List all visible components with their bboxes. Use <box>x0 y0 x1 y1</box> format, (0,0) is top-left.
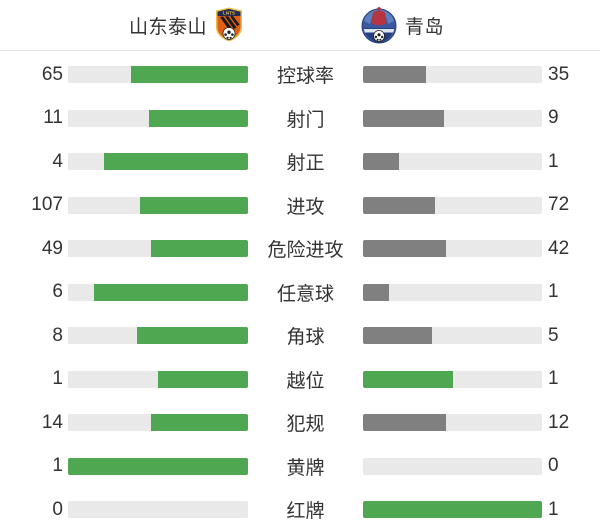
home-value: 4 <box>52 150 63 172</box>
away-bar-track <box>363 457 542 475</box>
stat-row: 65 控球率 35 <box>0 53 600 97</box>
shandong-taishan-crest-icon: LNTS <box>216 7 242 42</box>
stat-label: 射门 <box>286 109 325 131</box>
stat-label: 角球 <box>286 327 325 349</box>
match-header: 山东泰山 LNTS <box>0 0 600 50</box>
stat-row: 14 犯规 12 <box>0 401 600 445</box>
home-bar-fill <box>151 240 248 258</box>
home-team-name: 山东泰山 <box>128 16 207 38</box>
stat-label: 黄牌 <box>286 457 325 479</box>
away-value: 1 <box>548 150 559 172</box>
away-bar-track <box>363 240 542 258</box>
away-value: 0 <box>548 455 559 477</box>
home-value: 11 <box>43 107 63 129</box>
home-value: 1 <box>52 368 63 390</box>
away-team: 青岛 <box>360 0 444 50</box>
away-bar-fill <box>363 370 453 388</box>
away-bar-fill <box>363 196 435 214</box>
stat-label: 危险进攻 <box>267 240 344 262</box>
away-value: 9 <box>548 107 559 129</box>
home-bar-track <box>68 66 248 84</box>
stat-row: 6 任意球 1 <box>0 271 600 315</box>
stat-row: 0 红牌 1 <box>0 488 600 532</box>
home-bar-track <box>68 109 248 127</box>
home-value: 0 <box>52 498 63 520</box>
stat-label: 红牌 <box>286 501 325 523</box>
away-bar-fill <box>363 66 426 84</box>
stat-label: 越位 <box>286 370 325 392</box>
away-bar-fill <box>363 501 542 519</box>
home-bar-track <box>68 327 248 345</box>
svg-text:LNTS: LNTS <box>223 11 235 16</box>
home-bar-track <box>68 457 248 475</box>
stat-row: 107 进攻 72 <box>0 184 600 228</box>
home-bar-fill <box>131 66 248 84</box>
away-value: 1 <box>548 368 559 390</box>
away-value: 1 <box>548 281 559 303</box>
home-bar-track <box>68 370 248 388</box>
stat-row: 1 越位 1 <box>0 358 600 402</box>
home-value: 107 <box>31 194 63 216</box>
away-bar-fill <box>363 240 446 258</box>
home-bar-fill <box>149 109 248 127</box>
home-bar-track <box>68 196 248 214</box>
away-bar-fill <box>363 153 399 171</box>
home-value: 49 <box>41 237 63 259</box>
stat-label: 射正 <box>286 153 325 175</box>
away-bar-track <box>363 327 542 345</box>
header-divider <box>0 50 600 51</box>
qingdao-crest-icon <box>361 6 397 44</box>
home-bar-track <box>68 414 248 432</box>
away-bar-track <box>363 196 542 214</box>
stats-list: 65 控球率 35 11 射门 9 4 射正 1 107 <box>0 50 600 532</box>
home-bar-fill <box>93 283 248 301</box>
home-value: 65 <box>41 63 63 85</box>
home-bar-track <box>68 153 248 171</box>
away-value: 12 <box>548 411 570 433</box>
stat-row: 11 射门 9 <box>0 97 600 141</box>
home-value: 8 <box>52 324 63 346</box>
stat-row: 4 射正 1 <box>0 140 600 184</box>
away-bar-fill <box>363 109 444 127</box>
away-bar-fill <box>363 414 446 432</box>
stat-label: 控球率 <box>276 66 334 88</box>
home-bar-fill <box>137 327 248 345</box>
away-bar-track <box>363 153 542 171</box>
away-bar-track <box>363 370 542 388</box>
away-value: 72 <box>548 194 570 216</box>
home-value: 1 <box>52 455 63 477</box>
stat-row: 8 角球 5 <box>0 314 600 358</box>
stat-row: 1 黄牌 0 <box>0 445 600 489</box>
stat-row: 49 危险进攻 42 <box>0 227 600 271</box>
home-value: 6 <box>52 281 63 303</box>
away-value: 1 <box>548 498 559 520</box>
away-bar-track <box>363 66 542 84</box>
home-bar-track <box>68 283 248 301</box>
stat-label: 进攻 <box>286 196 325 218</box>
home-bar-track <box>68 240 248 258</box>
away-value: 5 <box>548 324 559 346</box>
away-bar-fill <box>363 283 389 301</box>
home-team: 山东泰山 LNTS <box>129 0 243 50</box>
away-bar-track <box>363 109 542 127</box>
away-bar-track <box>363 414 542 432</box>
away-team-name: 青岛 <box>405 16 445 38</box>
away-bar-track <box>363 501 542 519</box>
away-bar-fill <box>363 327 432 345</box>
home-bar-fill <box>140 196 248 214</box>
home-value: 14 <box>41 411 63 433</box>
away-bar-track <box>363 283 542 301</box>
away-value: 42 <box>548 237 570 259</box>
home-bar-fill <box>151 414 248 432</box>
home-bar-fill <box>68 457 248 475</box>
stat-label: 犯规 <box>286 414 325 436</box>
home-bar-fill <box>158 370 248 388</box>
away-value: 35 <box>548 63 570 85</box>
home-bar-track <box>68 501 248 519</box>
home-bar-fill <box>104 153 248 171</box>
stat-label: 任意球 <box>276 283 334 305</box>
